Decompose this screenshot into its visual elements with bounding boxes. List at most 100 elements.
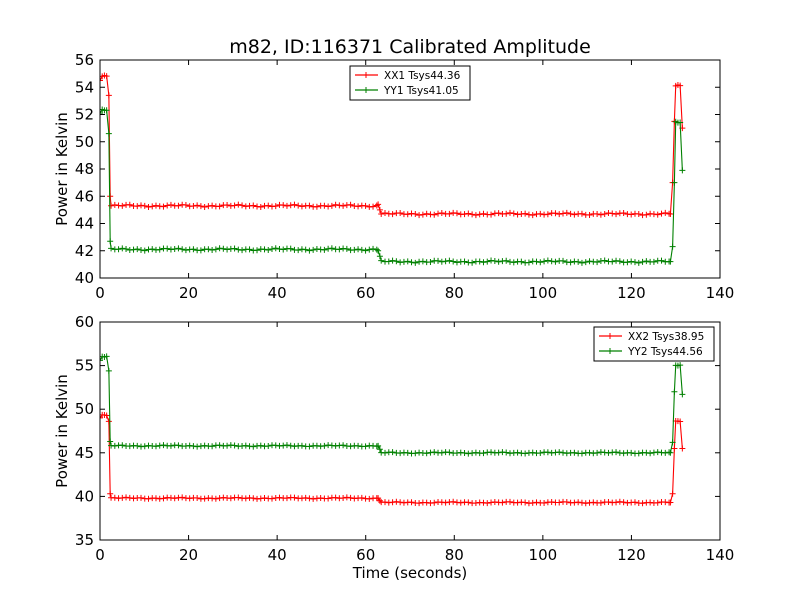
data-point [669, 439, 676, 446]
x-tick-label: 140 [706, 546, 735, 564]
x-tick-label: 120 [617, 546, 646, 564]
data-point [563, 209, 570, 216]
data-point [605, 209, 612, 216]
data-point [620, 499, 627, 506]
data-point [442, 258, 449, 265]
data-point [227, 495, 234, 502]
axes-frame [99, 321, 721, 541]
series-1-xx1 [100, 72, 686, 219]
data-point [152, 202, 159, 209]
data-point [416, 212, 423, 219]
data-point [671, 388, 678, 395]
data-point [175, 202, 182, 209]
data-point [197, 247, 204, 254]
data-point [321, 202, 328, 209]
data-point [194, 443, 201, 450]
x-tick-label: 0 [95, 284, 105, 302]
data-point [567, 259, 574, 266]
data-point [107, 490, 114, 497]
data-point [488, 499, 495, 506]
data-point [224, 442, 231, 449]
data-point [167, 201, 174, 208]
data-point [250, 495, 257, 502]
data-point [404, 211, 411, 218]
data-point [544, 211, 551, 218]
data-point [302, 494, 309, 501]
data-point [123, 245, 130, 252]
data-point [126, 201, 133, 208]
data-point [506, 498, 513, 505]
data-point [567, 210, 574, 217]
data-point [268, 246, 275, 253]
data-point [419, 211, 426, 218]
panel-2: 0 20 40 60 80 100 120 140 35 40 45 50 55 60 Power in K… [53, 313, 734, 582]
data-point [272, 245, 279, 252]
data-point [667, 210, 674, 217]
y-tick-label: 48 [75, 160, 94, 178]
data-point [105, 367, 112, 374]
data-point [578, 259, 585, 266]
data-point [115, 246, 122, 253]
data-point [160, 495, 167, 502]
legend-marker [363, 72, 369, 78]
data-point [488, 449, 495, 456]
data-point [134, 442, 141, 449]
data-point [578, 210, 585, 217]
data-point [119, 202, 126, 209]
data-point [450, 498, 457, 505]
data-point [582, 259, 589, 266]
data-point [446, 257, 453, 264]
data-point [175, 245, 182, 252]
data-point [635, 450, 642, 457]
x-tick-label: 80 [445, 284, 464, 302]
data-point [575, 499, 582, 506]
data-point [537, 210, 544, 217]
x-tick-label: 40 [268, 546, 287, 564]
data-point [358, 246, 365, 253]
data-point [295, 202, 302, 209]
data-point [370, 203, 377, 210]
data-point [138, 494, 145, 501]
data-point [141, 202, 148, 209]
data-point [306, 202, 313, 209]
data-point [469, 259, 476, 266]
data-point [310, 246, 317, 253]
data-point [679, 391, 686, 398]
data-point [216, 495, 223, 502]
data-point [283, 442, 290, 449]
data-point [431, 449, 438, 456]
x-tick-label: 40 [268, 284, 287, 302]
data-point [480, 259, 487, 266]
data-point [597, 211, 604, 218]
data-point [366, 495, 373, 502]
y-tick-label: 46 [75, 187, 94, 205]
y-tick-label: 42 [75, 242, 94, 260]
data-point [235, 201, 242, 208]
y-tick-label: 40 [75, 487, 94, 505]
data-point [503, 257, 510, 264]
data-point [495, 258, 502, 265]
data-point [145, 203, 152, 210]
data-point [302, 246, 309, 253]
data-point [624, 259, 631, 266]
data-point [435, 257, 442, 264]
data-point [586, 258, 593, 265]
y-tick-label: 50 [75, 133, 94, 151]
legend-entry: YY1 Tsys41.05 [383, 85, 459, 97]
data-point [119, 442, 126, 449]
y-tick-label: 44 [75, 215, 94, 233]
data-point [119, 494, 126, 501]
data-point [609, 258, 616, 265]
x-tick-label: 60 [356, 546, 375, 564]
legend: XX1 Tsys44.36 YY1 Tsys41.05 [349, 65, 471, 101]
data-point [669, 490, 676, 497]
data-point [609, 210, 616, 217]
data-point [340, 494, 347, 501]
data-point [461, 258, 468, 265]
data-point [397, 209, 404, 216]
data-point [272, 203, 279, 210]
x-tick-label: 140 [706, 284, 735, 302]
data-point [533, 258, 540, 265]
data-point [291, 201, 298, 208]
legend-marker [607, 333, 613, 339]
